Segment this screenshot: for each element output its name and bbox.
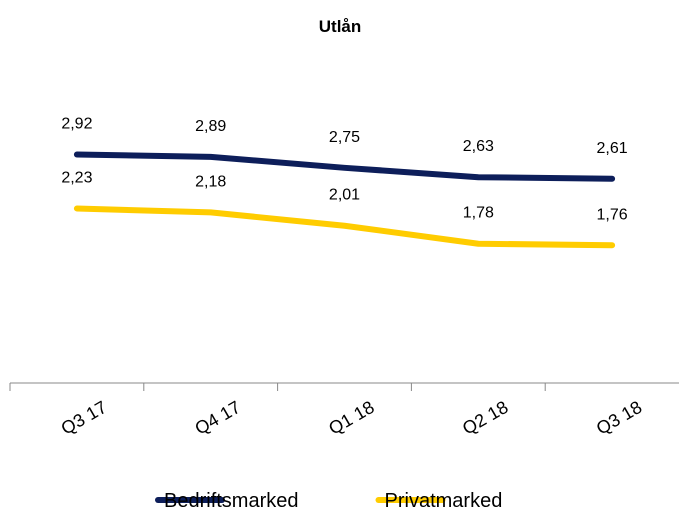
data-label: 1,78 [463,205,494,222]
data-label: 1,76 [597,206,628,223]
series-line [73,151,616,182]
data-label: 2,01 [329,187,360,204]
x-tick-label: Q3 18 [593,397,645,439]
data-label: 2,75 [329,129,360,146]
data-label: 2,63 [463,138,494,155]
x-tick-label: Q3 17 [58,397,110,439]
data-label: 2,23 [61,170,92,187]
x-tick-label: Q1 18 [325,397,377,439]
data-label: 2,92 [61,116,92,133]
chart-title: Utlån [319,17,362,36]
series-line [73,205,616,249]
x-tick-label: Q2 18 [459,397,511,439]
legend-label: Bedriftsmarked [164,490,299,512]
data-label: 2,89 [195,118,226,135]
legend-label: Privatmarked [385,490,503,512]
x-tick-label: Q4 17 [191,397,243,439]
data-label: 2,61 [597,140,628,157]
data-label: 2,18 [195,173,226,190]
